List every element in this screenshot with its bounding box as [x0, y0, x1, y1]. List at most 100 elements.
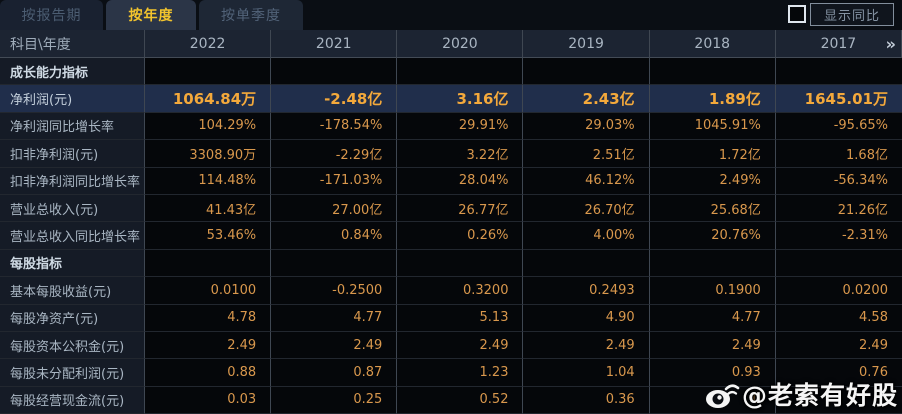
value-cell: 1.04 [523, 359, 650, 387]
row-label: 每股指标 [0, 249, 145, 278]
table-row[interactable]: 基本每股收益(元) 0.0100 -0.2500 0.3200 0.2493 0.1900… [0, 277, 902, 305]
value-cell: -56.34% [775, 167, 902, 195]
value-cell: 1645.01万 [775, 85, 902, 113]
value-cell: 2.43亿 [523, 85, 650, 113]
value-cell [523, 58, 650, 86]
section-row: 成长能力指标 [0, 58, 902, 86]
value-cell: 4.77 [271, 304, 398, 332]
value-cell: 114.48% [145, 167, 272, 195]
value-cell: 1.23 [397, 359, 524, 387]
tab-by-report-period[interactable]: 按报告期 [0, 0, 103, 30]
value-cell: -2.29亿 [271, 140, 398, 168]
header-year-cell: 2017 [775, 30, 902, 58]
value-cell [145, 58, 272, 86]
value-cell: 0.1900 [649, 277, 776, 305]
value-cell: 0.3200 [397, 277, 524, 305]
value-cell: 27.00亿 [271, 194, 398, 223]
value-cell: 0.03 [145, 386, 272, 414]
table-row[interactable]: 扣非净利润(元) 3308.90万 -2.29亿 3.22亿 2.51亿 1.72亿 1.6… [0, 140, 902, 168]
show-yoy-label[interactable]: 显示同比 [810, 3, 894, 26]
value-cell: 3.22亿 [397, 140, 524, 168]
value-cell: 28.04% [397, 167, 524, 195]
value-cell: 29.91% [397, 112, 524, 141]
value-cell: 0 [649, 386, 776, 414]
header-year-cell: 2021 [271, 30, 398, 58]
value-cell: 5.13 [397, 304, 524, 332]
row-label: 每股未分配利润(元) [0, 359, 145, 387]
value-cell: 0.84% [271, 222, 398, 250]
value-cell [649, 249, 776, 278]
section-row: 每股指标 [0, 249, 902, 278]
value-cell: 1.89亿 [649, 85, 776, 113]
value-cell: 3.16亿 [397, 85, 524, 113]
header-year-cell: 2020 [397, 30, 524, 58]
value-cell: 26.70亿 [523, 194, 650, 223]
value-cell: 2.49 [649, 331, 776, 360]
value-cell: 4.58 [775, 304, 902, 332]
value-cell [397, 249, 524, 278]
header-year-cell: 2018 [649, 30, 776, 58]
value-cell: -95.65% [775, 112, 902, 141]
value-cell: 3308.90万 [145, 140, 272, 168]
value-cell: 104.29% [145, 112, 272, 141]
table-row[interactable]: 净利润同比增长率 104.29% -178.54% 29.91% 29.03% 1045.… [0, 112, 902, 141]
value-cell: -178.54% [271, 112, 398, 141]
table-row[interactable]: 扣非净利润同比增长率 114.48% -171.03% 28.04% 46.12% 2.4… [0, 167, 902, 195]
table-row[interactable]: 每股资本公积金(元) 2.49 2.49 2.49 2.49 2.49 2.49 [0, 331, 902, 360]
table-row[interactable]: 每股经营现金流(元) 0.03 0.25 0.52 0.36 0 [0, 386, 902, 414]
value-cell [649, 58, 776, 86]
header-year-cell: 2019 [523, 30, 650, 58]
value-cell: 1.68亿 [775, 140, 902, 168]
table-row[interactable]: 每股未分配利润(元) 0.88 0.87 1.23 1.04 0.93 0.76 [0, 359, 902, 387]
value-cell: 2.49 [145, 331, 272, 360]
table-row[interactable]: 营业总收入(元) 41.43亿 27.00亿 26.77亿 26.70亿 25.68亿 21… [0, 194, 902, 223]
value-cell: 41.43亿 [145, 194, 272, 223]
value-cell: 2.49 [397, 331, 524, 360]
value-cell: 0.26% [397, 222, 524, 250]
row-label: 每股经营现金流(元) [0, 386, 145, 414]
value-cell: 1064.84万 [145, 85, 272, 113]
value-cell: 46.12% [523, 167, 650, 195]
value-cell: 21.26亿 [775, 194, 902, 223]
value-cell: 2.51亿 [523, 140, 650, 168]
value-cell [775, 249, 902, 278]
value-cell: 25.68亿 [649, 194, 776, 223]
tab-by-single-quarter[interactable]: 按单季度 [199, 0, 303, 30]
value-cell: -2.48亿 [271, 85, 398, 113]
value-cell: 0.0200 [775, 277, 902, 305]
row-label: 基本每股收益(元) [0, 277, 145, 305]
table-row[interactable]: 净利润(元) 1064.84万 -2.48亿 3.16亿 2.43亿 1.89亿 1645.… [0, 85, 902, 113]
value-cell: 0.87 [271, 359, 398, 387]
row-label: 净利润同比增长率 [0, 112, 145, 141]
value-cell: 53.46% [145, 222, 272, 250]
header-label-cell: 科目\年度 [0, 30, 145, 58]
value-cell: 1045.91% [649, 112, 776, 141]
value-cell: 1.72亿 [649, 140, 776, 168]
value-cell: 20.76% [649, 222, 776, 250]
more-columns-chevron-icon[interactable]: » [885, 34, 896, 54]
value-cell: 26.77亿 [397, 194, 524, 223]
value-cell: 0.52 [397, 386, 524, 414]
table-row[interactable]: 每股净资产(元) 4.78 4.77 5.13 4.90 4.77 4.58 [0, 304, 902, 332]
value-cell: 0.36 [523, 386, 650, 414]
value-cell [271, 249, 398, 278]
value-cell: 4.78 [145, 304, 272, 332]
value-cell: 4.00% [523, 222, 650, 250]
value-cell: 2.49 [271, 331, 398, 360]
value-cell: -0.2500 [271, 277, 398, 305]
table-row[interactable]: 营业总收入同比增长率 53.46% 0.84% 0.26% 4.00% 20.76% -2.… [0, 222, 902, 250]
tab-by-year[interactable]: 按年度 [106, 0, 196, 30]
value-cell [145, 249, 272, 278]
row-label: 每股净资产(元) [0, 304, 145, 332]
value-cell: 2.49 [775, 331, 902, 360]
value-cell [775, 386, 902, 414]
row-label: 营业总收入(元) [0, 194, 145, 223]
value-cell: 29.03% [523, 112, 650, 141]
row-label: 营业总收入同比增长率 [0, 222, 145, 250]
value-cell: 0.2493 [523, 277, 650, 305]
value-cell: 4.90 [523, 304, 650, 332]
value-cell: -171.03% [271, 167, 398, 195]
value-cell: 0.0100 [145, 277, 272, 305]
show-yoy-checkbox[interactable] [788, 5, 806, 23]
value-cell: -2.31% [775, 222, 902, 250]
